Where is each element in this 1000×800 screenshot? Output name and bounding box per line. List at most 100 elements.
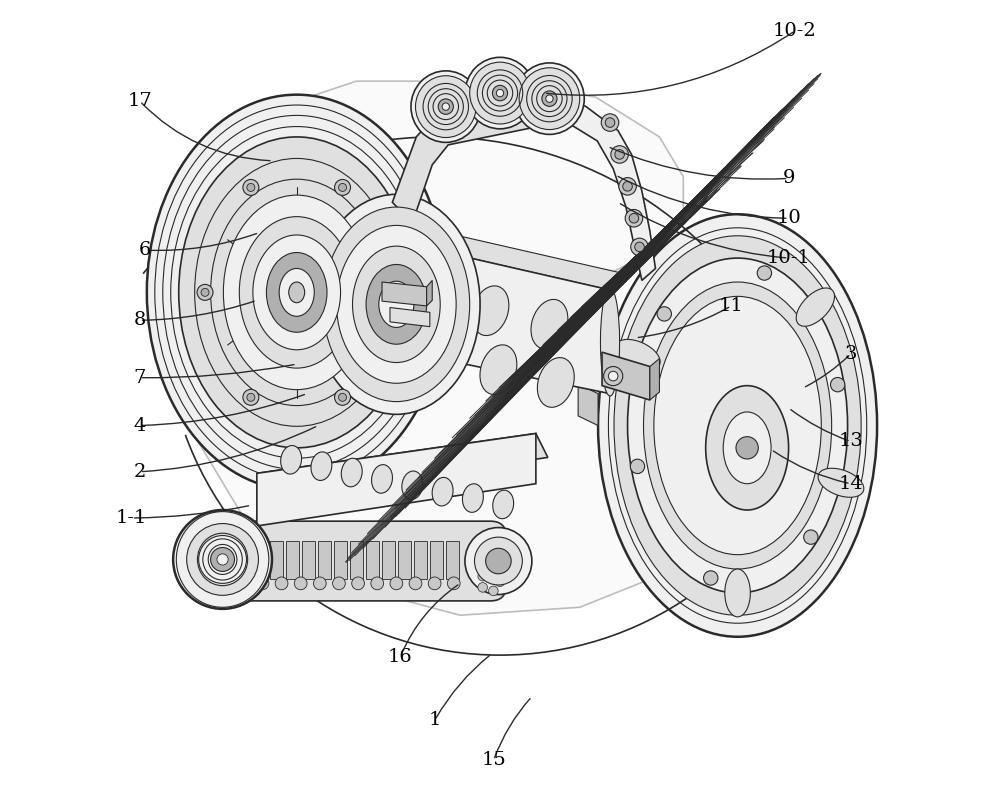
Text: 15: 15 [481, 751, 506, 770]
Ellipse shape [600, 287, 620, 396]
Polygon shape [390, 307, 430, 326]
Ellipse shape [223, 195, 370, 390]
Polygon shape [387, 239, 610, 394]
Ellipse shape [372, 465, 392, 494]
Circle shape [217, 554, 228, 565]
Polygon shape [447, 261, 456, 292]
Circle shape [804, 530, 818, 544]
Circle shape [173, 510, 272, 609]
Ellipse shape [614, 236, 861, 615]
Text: 10: 10 [776, 210, 801, 227]
Circle shape [608, 371, 618, 381]
Circle shape [384, 288, 392, 296]
Ellipse shape [239, 217, 354, 368]
Ellipse shape [496, 90, 504, 97]
Circle shape [757, 266, 772, 280]
Ellipse shape [279, 269, 314, 316]
Polygon shape [257, 434, 536, 526]
Polygon shape [602, 352, 650, 400]
Ellipse shape [616, 339, 660, 370]
Circle shape [604, 366, 623, 386]
Circle shape [352, 577, 364, 590]
Circle shape [243, 390, 259, 406]
Polygon shape [650, 358, 659, 400]
Circle shape [465, 527, 532, 594]
Ellipse shape [542, 91, 557, 106]
Polygon shape [387, 223, 626, 290]
Ellipse shape [644, 282, 832, 569]
Ellipse shape [546, 95, 553, 102]
Ellipse shape [353, 246, 440, 362]
Ellipse shape [493, 490, 514, 518]
Circle shape [447, 577, 460, 590]
Ellipse shape [492, 86, 508, 101]
Ellipse shape [281, 446, 302, 474]
Ellipse shape [818, 468, 864, 498]
Bar [382, 541, 395, 579]
Circle shape [495, 577, 505, 586]
Circle shape [736, 437, 758, 459]
Ellipse shape [480, 345, 517, 394]
Ellipse shape [537, 358, 574, 407]
Circle shape [831, 378, 845, 392]
Circle shape [615, 150, 624, 159]
Circle shape [605, 118, 615, 127]
Ellipse shape [411, 71, 481, 142]
Bar [414, 541, 427, 579]
Polygon shape [524, 87, 655, 281]
Circle shape [339, 183, 347, 191]
Ellipse shape [211, 179, 383, 406]
Circle shape [623, 182, 632, 191]
Ellipse shape [179, 137, 415, 448]
Ellipse shape [323, 207, 470, 402]
Polygon shape [181, 81, 699, 615]
Bar [318, 541, 331, 579]
Ellipse shape [462, 484, 483, 512]
Circle shape [409, 577, 422, 590]
Circle shape [247, 394, 255, 402]
Ellipse shape [442, 103, 449, 110]
Bar [334, 541, 347, 579]
Ellipse shape [706, 386, 789, 510]
Circle shape [256, 577, 269, 590]
Ellipse shape [465, 58, 535, 129]
Bar [270, 541, 283, 579]
Ellipse shape [379, 282, 414, 327]
Circle shape [211, 547, 235, 571]
Bar [239, 541, 251, 579]
Circle shape [335, 179, 351, 195]
Circle shape [619, 178, 636, 195]
Text: 1-1: 1-1 [116, 509, 147, 527]
Text: 4: 4 [133, 417, 146, 434]
Circle shape [635, 242, 644, 252]
Circle shape [601, 114, 619, 131]
Circle shape [313, 577, 326, 590]
Bar [254, 541, 267, 579]
Circle shape [489, 586, 498, 596]
Text: 16: 16 [388, 648, 413, 666]
Polygon shape [578, 384, 598, 426]
Ellipse shape [402, 471, 423, 499]
Circle shape [371, 577, 384, 590]
Circle shape [704, 571, 718, 585]
Ellipse shape [147, 94, 447, 490]
Bar [286, 541, 299, 579]
Text: 8: 8 [133, 311, 146, 330]
Circle shape [657, 306, 671, 321]
Circle shape [237, 577, 250, 590]
Ellipse shape [470, 62, 530, 124]
Ellipse shape [515, 63, 584, 134]
Ellipse shape [654, 296, 821, 554]
Circle shape [380, 285, 396, 300]
Circle shape [197, 285, 213, 300]
Ellipse shape [414, 273, 451, 323]
Polygon shape [257, 434, 548, 500]
Ellipse shape [313, 194, 480, 414]
Circle shape [629, 214, 639, 223]
Circle shape [486, 548, 511, 574]
Ellipse shape [266, 253, 327, 332]
Ellipse shape [531, 299, 568, 349]
Ellipse shape [432, 478, 453, 506]
Circle shape [339, 394, 347, 402]
Bar [302, 541, 315, 579]
